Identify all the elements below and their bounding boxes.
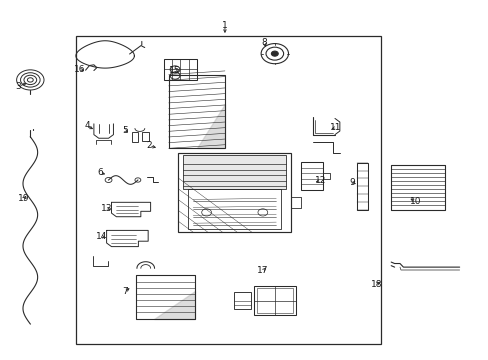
Text: 14: 14: [95, 232, 107, 241]
Text: 8: 8: [261, 38, 266, 47]
Bar: [142, 132, 148, 141]
Bar: [188, 189, 281, 229]
Bar: [136, 275, 194, 319]
Text: 18: 18: [370, 280, 382, 289]
Text: 19: 19: [18, 194, 29, 203]
Bar: [356, 163, 367, 210]
Text: 3: 3: [16, 82, 21, 91]
Text: 2: 2: [146, 141, 152, 150]
Text: 16: 16: [73, 65, 85, 74]
Bar: [163, 59, 197, 80]
Text: 5: 5: [122, 126, 127, 135]
Bar: [256, 288, 293, 313]
Bar: [390, 165, 444, 210]
Text: 1: 1: [222, 21, 227, 30]
Polygon shape: [153, 291, 194, 319]
Text: 10: 10: [409, 197, 421, 206]
Text: 4: 4: [84, 122, 90, 130]
Bar: [254, 286, 295, 315]
Bar: [300, 162, 322, 190]
Text: 11: 11: [329, 123, 341, 132]
Bar: [233, 292, 250, 309]
Bar: [76, 36, 381, 344]
Polygon shape: [196, 104, 224, 148]
Text: 9: 9: [348, 178, 354, 187]
Text: 13: 13: [101, 204, 112, 213]
Text: 17: 17: [257, 266, 268, 275]
Text: 12: 12: [314, 176, 325, 185]
Bar: [168, 75, 224, 148]
Bar: [178, 153, 290, 232]
Text: 7: 7: [122, 287, 127, 296]
Text: 6: 6: [97, 168, 103, 177]
Text: 15: 15: [169, 66, 181, 75]
Circle shape: [271, 51, 278, 56]
Bar: [132, 132, 138, 142]
Bar: [183, 156, 285, 189]
